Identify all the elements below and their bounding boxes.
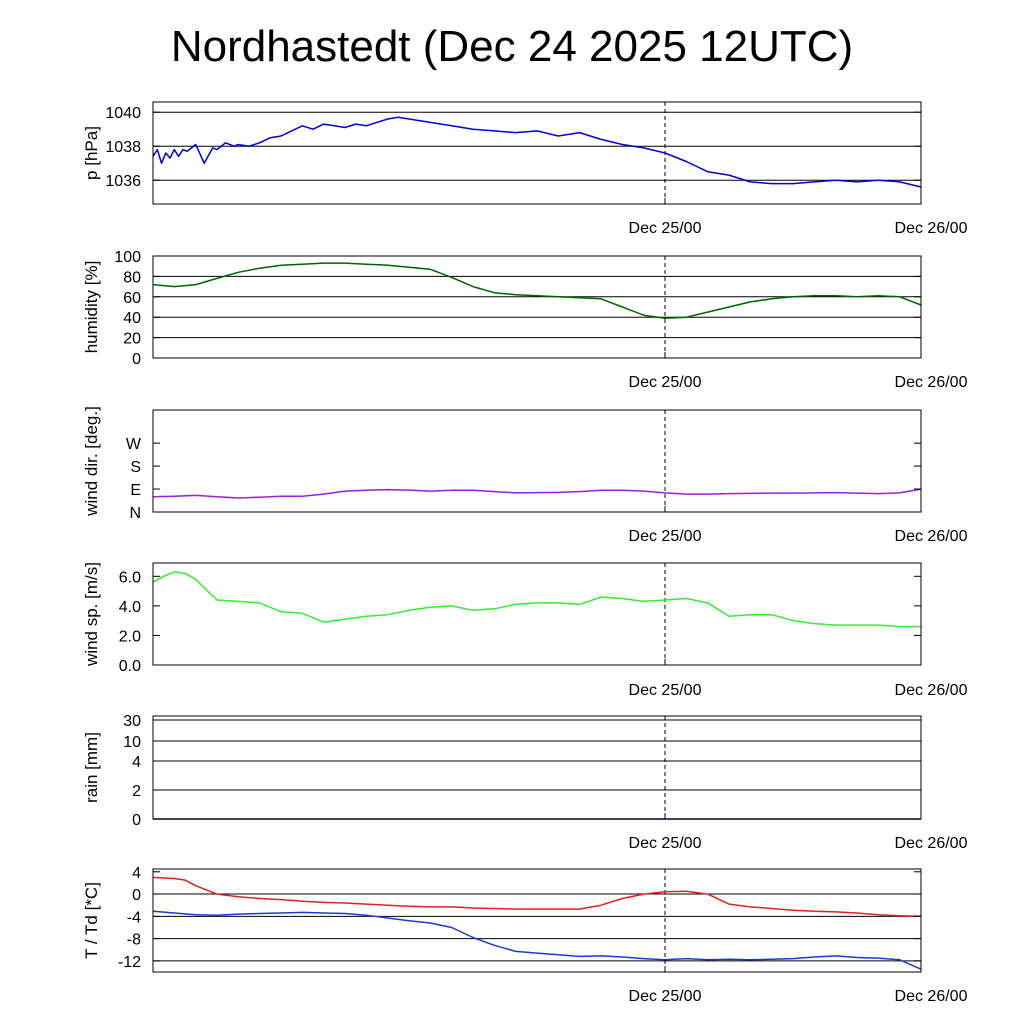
xtick-label: Dec 25/00 [629, 835, 702, 852]
ytick-label: -12 [118, 954, 141, 971]
ytick-label: 0 [132, 812, 141, 829]
ytick-label: 2 [132, 783, 141, 800]
xtick-label: Dec 25/00 [629, 374, 702, 391]
ytick-label: E [130, 482, 141, 499]
xtick-label: Dec 26/00 [895, 682, 968, 699]
series-line-temperature-1 [152, 910, 922, 970]
panel-frame-pressure [152, 101, 922, 205]
ytick-label: 60 [123, 290, 141, 307]
xtick-label: Dec 26/00 [895, 374, 968, 391]
ytick-label: W [126, 436, 142, 453]
ytick-label: N [129, 505, 141, 522]
series-line-humidity-0 [152, 262, 922, 319]
y-axis-label: wind dir. [deg.] [82, 406, 101, 517]
xtick-label: Dec 25/00 [629, 682, 702, 699]
y-axis-label: p [hPa] [82, 126, 101, 180]
xtick-label: Dec 25/00 [629, 220, 702, 237]
xtick-label: Dec 26/00 [895, 528, 968, 545]
xtick-label: Dec 25/00 [629, 528, 702, 545]
ytick-label: 1036 [105, 173, 141, 190]
ytick-label: 4 [132, 865, 141, 882]
ytick-label: 4.0 [119, 599, 141, 616]
ytick-label: 10 [123, 734, 141, 751]
panel-frame-temperature [152, 868, 922, 973]
ytick-label: 0 [132, 887, 141, 904]
ytick-label: 1038 [105, 139, 141, 156]
xtick-label: Dec 26/00 [895, 988, 968, 1005]
y-axis-label: humidity [%] [82, 261, 101, 354]
xtick-label: Dec 26/00 [895, 835, 968, 852]
ytick-label: 0.0 [119, 658, 141, 675]
panel-frame-wind_dir [152, 409, 922, 513]
ytick-label: 30 [123, 713, 141, 730]
ytick-label: 80 [123, 269, 141, 286]
xtick-label: Dec 25/00 [629, 988, 702, 1005]
ytick-label: 6.0 [119, 569, 141, 586]
ytick-label: 1040 [105, 105, 141, 122]
series-line-wind_speed-0 [152, 571, 921, 628]
y-axis-label: wind sp. [m/s] [82, 562, 101, 667]
y-axis-label: T / Td [*C] [82, 882, 101, 959]
chart-title: Nordhastedt (Dec 24 2025 12UTC) [170, 22, 854, 71]
series-line-pressure-0 [152, 116, 922, 188]
ytick-label: 4 [132, 754, 141, 771]
y-axis-label: rain [mm] [82, 732, 101, 803]
ytick-label: 0 [132, 351, 141, 368]
panel-frame-wind_speed [152, 562, 922, 666]
xtick-label: Dec 26/00 [895, 220, 968, 237]
series-line-temperature-0 [152, 876, 922, 918]
ytick-label: 100 [114, 249, 141, 266]
ytick-label: 2.0 [119, 628, 141, 645]
ytick-label: 20 [123, 331, 141, 348]
ytick-label: -8 [127, 932, 141, 949]
series-line-wind_dir-0 [152, 488, 922, 499]
ytick-label: -4 [127, 909, 141, 926]
panel-frame-humidity [152, 255, 922, 359]
panel-frame-rain [152, 715, 922, 820]
ytick-label: S [130, 459, 141, 476]
ytick-label: 40 [123, 310, 141, 327]
